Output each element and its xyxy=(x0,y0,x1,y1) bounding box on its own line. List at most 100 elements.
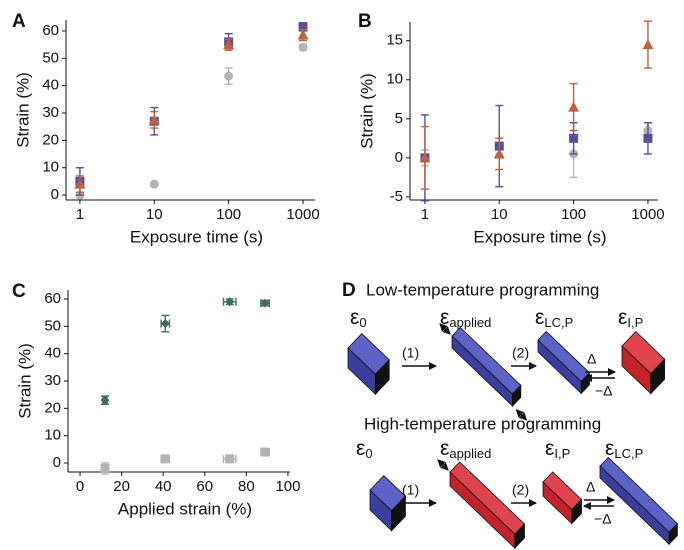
bar-end xyxy=(374,358,390,396)
y-tick-label: 60 xyxy=(42,22,59,39)
x-axis-label: Applied strain (%) xyxy=(118,499,252,518)
bar-end xyxy=(391,495,406,532)
point xyxy=(260,298,270,308)
x-tick-label: 0 xyxy=(76,478,84,495)
step-label: (1) xyxy=(402,345,419,361)
x-tick-label: 1 xyxy=(421,206,429,223)
point xyxy=(643,133,653,143)
subscript: 0 xyxy=(359,315,366,330)
arrow xyxy=(437,459,449,471)
point xyxy=(100,463,110,473)
strain-label: εLC,P xyxy=(535,306,573,331)
y-tick-label: 40 xyxy=(42,77,59,94)
x-tick-label: 10 xyxy=(146,206,163,223)
point xyxy=(148,114,160,125)
symbol: ε xyxy=(440,306,449,329)
point xyxy=(225,454,235,464)
x-tick-label: 20 xyxy=(113,478,130,495)
cool-label: −Δ xyxy=(595,383,613,399)
arrow xyxy=(515,409,528,421)
subscript: LC,P xyxy=(614,446,643,461)
point xyxy=(568,101,580,112)
x-tick-label: 1000 xyxy=(286,206,319,223)
point xyxy=(298,22,308,32)
x-tick-label: 1000 xyxy=(631,206,664,223)
y-tick-label: 50 xyxy=(42,49,59,66)
subscript: LC,P xyxy=(544,315,573,330)
y-tick-label: 10 xyxy=(44,427,61,444)
y-tick-label: 20 xyxy=(42,131,59,148)
x-tick-label: 100 xyxy=(275,478,300,495)
strain-label: εapplied xyxy=(440,437,491,462)
symbol: ε xyxy=(545,437,554,460)
point xyxy=(493,148,505,159)
row-title: Low-temperature programming xyxy=(366,280,599,299)
point xyxy=(100,395,110,405)
y-axis-label: Strain (%) xyxy=(15,343,34,419)
y-tick-label: 5 xyxy=(395,110,403,127)
subscript: I,P xyxy=(554,446,570,461)
strain-label: ε0 xyxy=(356,437,373,462)
y-tick-label: 30 xyxy=(42,104,59,121)
y-axis-label: Strain (%) xyxy=(13,72,32,148)
panel-label: D xyxy=(342,280,356,301)
x-tick-label: 40 xyxy=(155,478,172,495)
y-tick-label: 30 xyxy=(44,372,61,389)
point xyxy=(298,42,308,52)
y-axis-label: Strain (%) xyxy=(357,73,376,149)
y-tick-label: 15 xyxy=(386,32,403,49)
heat-label: Δ xyxy=(587,351,596,367)
subscript: applied xyxy=(449,446,491,461)
strain-label: εI,P xyxy=(618,306,643,331)
strain-label: ε0 xyxy=(350,306,367,331)
y-tick-label: 10 xyxy=(42,159,59,176)
point xyxy=(160,454,170,464)
bar-top xyxy=(451,326,522,395)
strain-label: εI,P xyxy=(545,437,570,462)
symbol: ε xyxy=(618,306,627,329)
cool-label: −Δ xyxy=(594,511,612,527)
bar-end xyxy=(571,498,582,525)
strain-label: εLC,P xyxy=(605,437,643,462)
point xyxy=(160,319,170,329)
bar-end xyxy=(668,522,678,546)
panel-label: A xyxy=(12,11,26,32)
y-tick-label: 0 xyxy=(53,454,61,471)
y-tick-label: -5 xyxy=(390,188,403,205)
bar-front xyxy=(599,465,670,546)
subscript: I,P xyxy=(627,315,643,330)
point xyxy=(569,133,579,143)
bar-top xyxy=(599,456,678,533)
point xyxy=(223,39,235,50)
heat-label: Δ xyxy=(586,479,595,495)
y-tick-label: 60 xyxy=(44,290,61,307)
x-tick-label: 60 xyxy=(196,478,213,495)
point xyxy=(224,71,234,81)
step-label: (2) xyxy=(512,345,529,361)
y-tick-label: 50 xyxy=(44,317,61,334)
point xyxy=(260,447,270,457)
symbol: ε xyxy=(356,437,365,460)
panel-label: B xyxy=(358,11,372,32)
x-axis-label: Exposure time (s) xyxy=(473,227,606,246)
symbol: ε xyxy=(350,306,359,329)
point xyxy=(74,178,86,189)
point xyxy=(149,179,159,189)
bar-top xyxy=(449,461,526,535)
subscript: applied xyxy=(449,315,491,330)
bar-end xyxy=(650,358,665,395)
x-axis-label: Exposure time (s) xyxy=(130,227,263,246)
bar-end xyxy=(512,384,522,407)
row-title: High-temperature programming xyxy=(364,414,601,433)
point xyxy=(642,39,654,50)
point xyxy=(225,297,235,307)
subscript: 0 xyxy=(365,446,372,461)
strain-label: εapplied xyxy=(440,306,491,331)
y-tick-label: 0 xyxy=(51,186,59,203)
step-label: (2) xyxy=(512,482,529,498)
x-tick-label: 100 xyxy=(216,206,241,223)
y-tick-label: 0 xyxy=(395,149,403,166)
y-tick-label: 40 xyxy=(44,345,61,362)
bar-end xyxy=(514,523,525,550)
